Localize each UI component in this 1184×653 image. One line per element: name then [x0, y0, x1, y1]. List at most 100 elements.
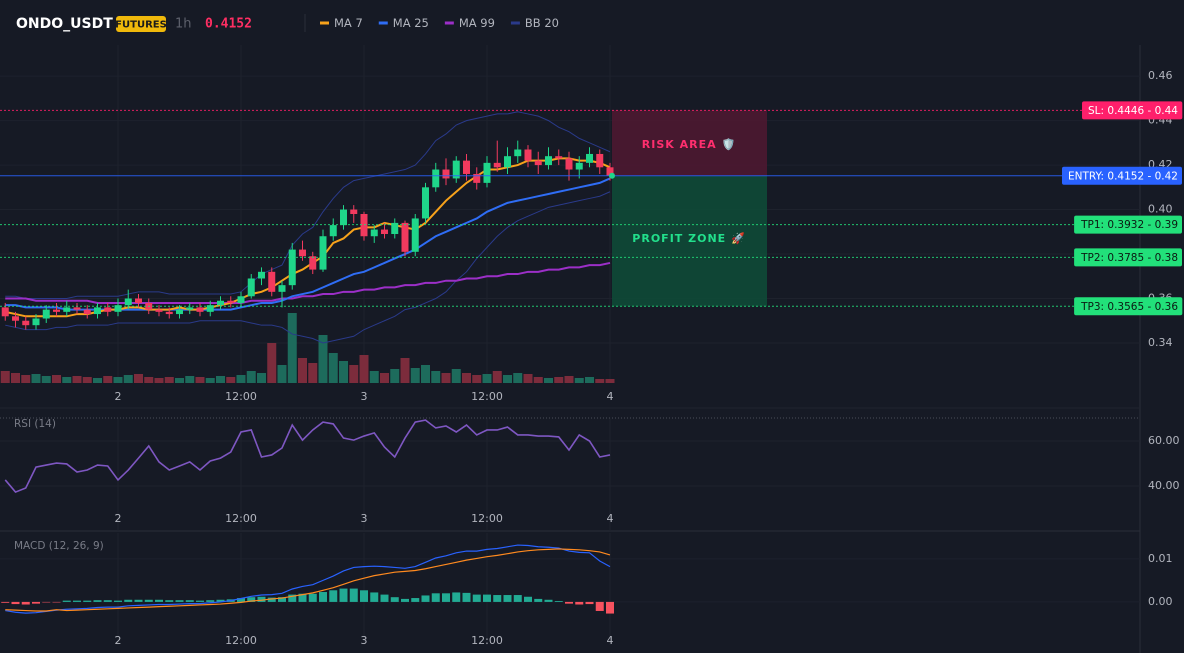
histogram-bar	[452, 592, 461, 602]
volume-bar	[533, 377, 543, 383]
candle-body	[299, 249, 306, 257]
candle-body	[350, 209, 358, 214]
candle-body	[606, 167, 614, 176]
volume-bar	[62, 377, 72, 383]
volume-bar	[113, 377, 123, 383]
histogram-bar	[442, 593, 450, 602]
band-line	[5, 111, 611, 299]
candle-body	[186, 307, 194, 310]
histogram-bar	[401, 598, 409, 602]
volume-bar	[72, 376, 82, 383]
candle-body	[206, 305, 214, 312]
candle-body	[452, 160, 460, 179]
histogram-bar	[21, 601, 30, 605]
pane-title: RSI (14)	[14, 418, 56, 430]
volume-bar	[257, 373, 266, 383]
last-price-dot	[609, 172, 615, 179]
histogram-bar	[206, 600, 215, 602]
histogram-bar	[62, 600, 71, 602]
histogram-bar	[524, 596, 532, 602]
pane-title: MACD (12, 26, 9)	[14, 540, 104, 552]
candle-body	[104, 307, 112, 312]
level-label: ENTRY: 0.4152 - 0.42	[1068, 170, 1178, 182]
volume-bar	[595, 379, 605, 383]
volume-bar	[31, 374, 41, 383]
candle-body	[227, 300, 235, 303]
candle-body	[473, 173, 481, 183]
volume-bar	[175, 378, 184, 383]
volume-bar	[492, 371, 502, 383]
x-tick-label: 4	[607, 634, 614, 647]
histogram-bar	[544, 599, 553, 602]
y-tick-label: 40.00	[1148, 479, 1180, 492]
volume-bar	[462, 373, 471, 383]
volume-bar	[21, 375, 31, 383]
volume-bar	[277, 365, 287, 383]
candle-body	[83, 309, 91, 315]
histogram-bar	[267, 597, 276, 602]
histogram-bar	[144, 599, 153, 602]
macd-line	[5, 548, 611, 612]
histogram-bar	[134, 599, 143, 602]
y-tick-label: 60.00	[1148, 434, 1180, 447]
histogram-bar	[585, 601, 594, 605]
candle-body	[329, 225, 337, 237]
candle-body	[391, 222, 399, 235]
candle-body	[319, 236, 327, 270]
candle-body	[309, 256, 317, 270]
level-label: TP2: 0.3785 - 0.38	[1080, 252, 1178, 264]
candle-body	[340, 209, 347, 226]
histogram-bar	[370, 592, 379, 602]
histogram-bar	[185, 600, 194, 602]
candle-body	[258, 271, 265, 279]
volume-bar	[195, 377, 205, 383]
x-tick-label: 12:00	[225, 634, 257, 647]
candle-body	[442, 169, 450, 179]
histogram-bar	[103, 600, 112, 602]
candle-body	[288, 249, 296, 286]
histogram-bar	[196, 600, 204, 602]
x-tick-label: 3	[361, 512, 368, 525]
histogram-bar	[554, 601, 563, 602]
candle-body	[1, 307, 9, 317]
volume-bar	[52, 375, 61, 383]
legend-label: MA 25	[393, 16, 429, 30]
candle-body	[422, 187, 429, 219]
histogram-bar	[534, 598, 543, 602]
candle-body	[463, 160, 470, 174]
legend-label: MA 7	[334, 16, 363, 30]
candle-body	[32, 318, 40, 326]
histogram-bar	[298, 593, 307, 602]
candle-body	[22, 320, 30, 326]
volume-bar	[246, 371, 256, 383]
candle-body	[575, 162, 583, 170]
histogram-bar	[575, 601, 584, 605]
volume-bar	[400, 358, 410, 383]
histogram-bar	[32, 601, 40, 604]
volume-bar	[318, 335, 328, 383]
volume-bar	[431, 371, 441, 383]
volume-bar	[472, 375, 482, 383]
histogram-bar	[411, 598, 420, 602]
histogram-bar	[114, 600, 122, 602]
volume-bar	[369, 371, 379, 383]
interval: 1h	[175, 17, 192, 32]
badge-text: FUTURES	[115, 20, 167, 31]
candle-body	[432, 169, 440, 188]
volume-bar	[544, 378, 553, 383]
volume-bar	[205, 378, 215, 383]
histogram-bar	[155, 599, 163, 602]
candle-body	[237, 296, 245, 303]
histogram-bar	[237, 598, 245, 602]
candle-body	[42, 309, 50, 319]
x-tick-label: 2	[115, 512, 122, 525]
volume-bar	[185, 376, 195, 383]
histogram-bar	[73, 600, 81, 602]
histogram-bar	[278, 597, 286, 602]
volume-bar	[574, 378, 584, 383]
volume-bar	[513, 373, 523, 383]
legend-label: MA 99	[459, 16, 495, 30]
candle-body	[411, 218, 419, 252]
x-tick-label: 2	[115, 634, 122, 647]
histogram-bar	[390, 597, 399, 602]
